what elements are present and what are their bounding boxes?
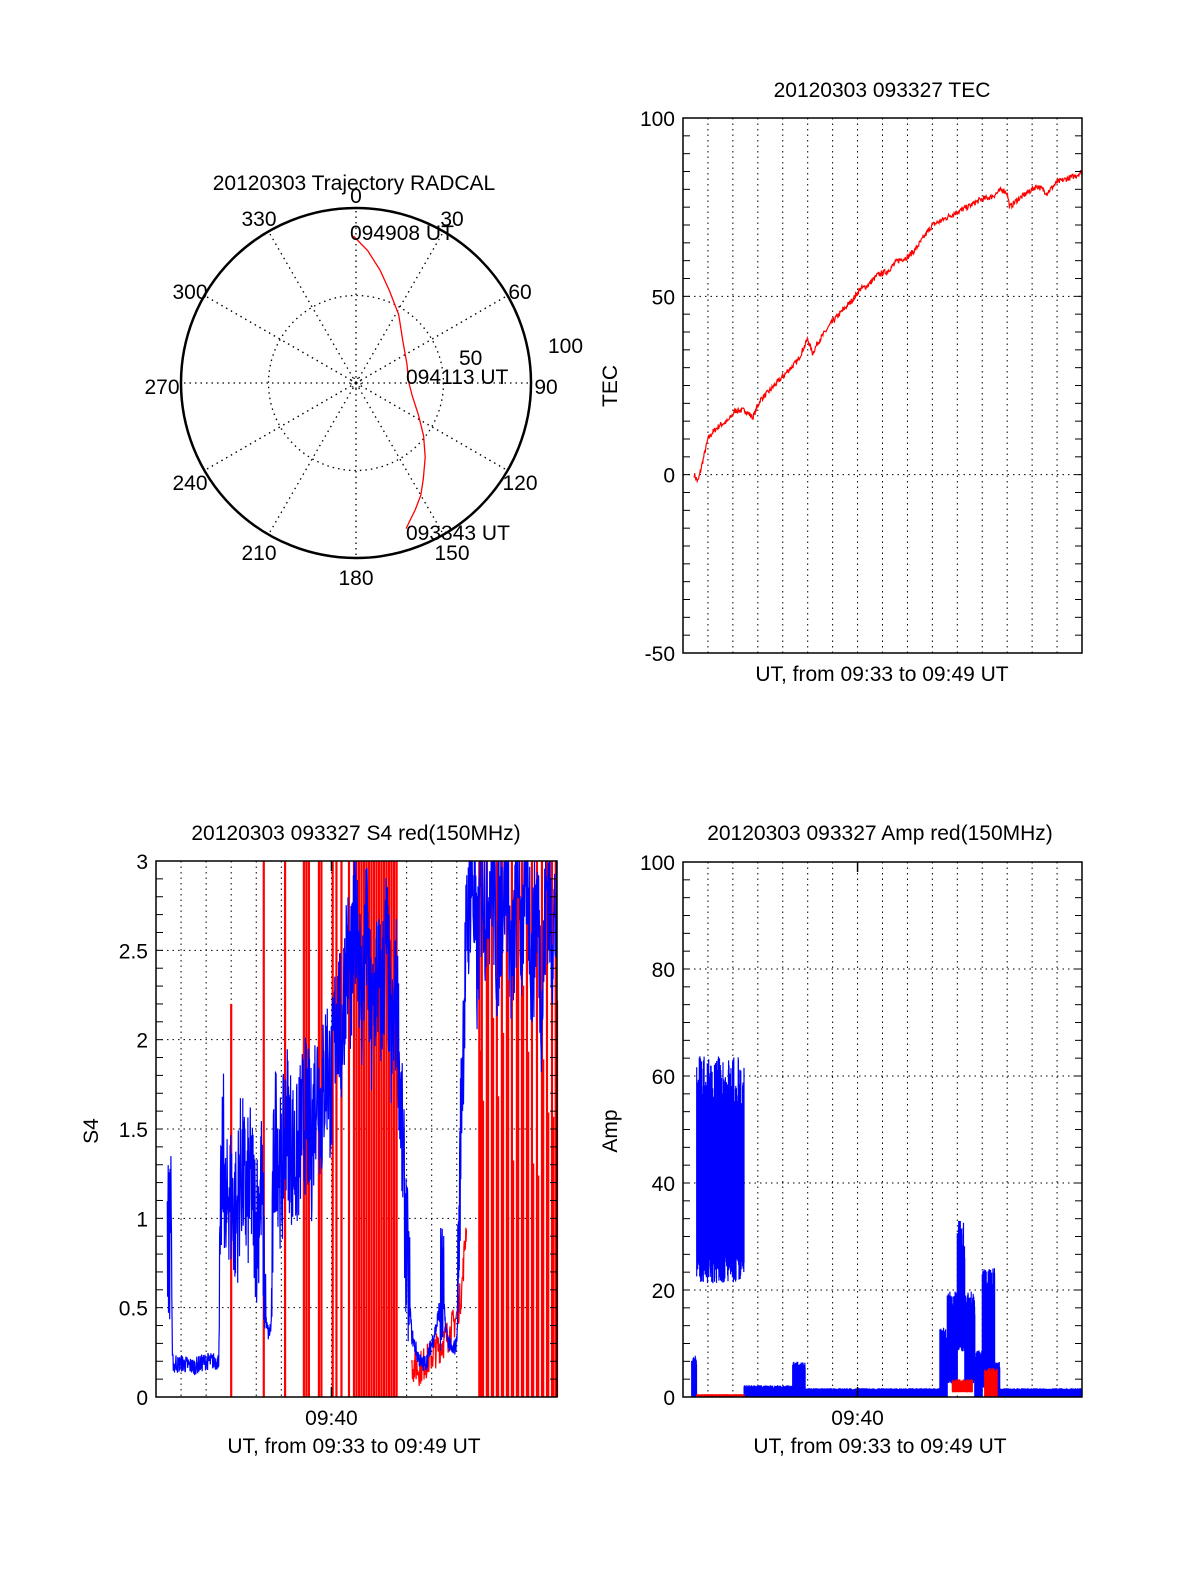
polar-grid <box>181 208 531 558</box>
amp-blue-band <box>696 1056 745 1284</box>
s4-ytick-label: 1 <box>136 1208 148 1231</box>
s4-ytick-label: 2 <box>136 1030 148 1053</box>
polar-angle-label-90: 90 <box>534 376 557 399</box>
s4-yticks: 0 0.5 1 1.5 2 2.5 3 <box>119 851 557 1410</box>
s4-series <box>166 860 559 1397</box>
polar-spoke-210 <box>267 382 357 535</box>
polar-angle-label-240: 240 <box>172 472 207 495</box>
polar-trajectory-line <box>352 235 426 529</box>
amp-ylabel: Amp <box>599 1109 622 1152</box>
amp-plot: 20120303 093327 Amp red(150MHz) 0 20 40 60 8… <box>599 822 1083 1458</box>
polar-annotation-end: 094908 UT <box>350 222 454 245</box>
amp-blue-band <box>956 1220 966 1352</box>
tec-ytick-label: 50 <box>652 286 675 309</box>
amp-blue-band <box>939 1327 948 1397</box>
polar-title: 20120303 Trajectory RADCAL <box>213 172 496 195</box>
polar-plot: 20120303 Trajectory RADCAL 0 30 60 90 120 150… <box>144 172 583 590</box>
tec-ytick-label: 100 <box>640 108 675 131</box>
amp-blue-band <box>691 1355 698 1397</box>
amp-red-band <box>696 1394 745 1397</box>
amp-ytick-label: 0 <box>663 1387 675 1410</box>
polar-spoke-150 <box>355 382 445 535</box>
amp-yticks: 0 20 40 60 80 100 <box>640 852 1082 1410</box>
amp-red-band <box>984 1367 998 1397</box>
polar-angle-label-270: 270 <box>144 376 179 399</box>
amp-blue-band <box>743 1385 794 1397</box>
amp-red-band <box>951 1379 973 1393</box>
amp-blue-band <box>804 1388 941 1397</box>
polar-angle-label-210: 210 <box>241 542 276 565</box>
s4-blue-line <box>166 860 557 1376</box>
polar-spoke-330 <box>267 231 357 384</box>
polar-annotation-start: 093343 UT <box>406 522 510 545</box>
tec-ytick-label: -50 <box>645 643 675 666</box>
s4-xticks: 09:40 <box>305 861 358 1430</box>
amp-series <box>691 1056 1083 1397</box>
amp-blue-band <box>999 1388 1083 1397</box>
polar-angle-label-30: 30 <box>440 208 463 231</box>
amp-title: 20120303 093327 Amp red(150MHz) <box>707 822 1053 845</box>
polar-grid-circle-50 <box>267 294 445 472</box>
tec-xlabel: UT, from 09:33 to 09:49 UT <box>755 663 1008 686</box>
s4-ytick-label: 1.5 <box>119 1119 148 1142</box>
polar-spoke-240 <box>204 382 357 472</box>
polar-radial-label-100: 100 <box>548 335 583 358</box>
polar-angle-label-120: 120 <box>502 472 537 495</box>
polar-angle-label-0: 0 <box>350 185 362 208</box>
tec-ylabel: TEC <box>599 365 622 407</box>
s4-title: 20120303 093327 S4 red(150MHz) <box>191 822 520 845</box>
tec-yticks: -50 0 50 100 <box>640 108 1082 666</box>
amp-blue-band <box>792 1361 806 1397</box>
tec-plot: 20120303 093327 TEC -50 0 50 100 UT, from 0… <box>599 79 1083 686</box>
polar-angle-label-180: 180 <box>338 567 373 590</box>
amp-blue-band <box>946 1291 958 1384</box>
polar-angle-label-300: 300 <box>172 281 207 304</box>
polar-annotation-mid: 094113 UT <box>406 366 509 389</box>
amp-ytick-label: 100 <box>640 852 675 875</box>
amp-ytick-label: 80 <box>652 959 675 982</box>
amp-ytick-label: 40 <box>652 1173 675 1196</box>
polar-angle-label-330: 330 <box>241 208 276 231</box>
amp-xlabel: UT, from 09:33 to 09:49 UT <box>753 1435 1006 1458</box>
amp-blue-band <box>981 1268 996 1388</box>
amp-ytick-label: 60 <box>652 1066 675 1089</box>
polar-center-circle <box>350 377 362 389</box>
polar-angle-label-150: 150 <box>434 542 469 565</box>
amp-ytick-label: 20 <box>652 1280 675 1303</box>
amp-xtick-label: 09:40 <box>831 1407 884 1430</box>
tec-line <box>693 169 1083 484</box>
s4-ytick-label: 2.5 <box>119 940 148 963</box>
polar-spoke-120 <box>355 382 508 472</box>
s4-ytick-label: 0 <box>136 1387 148 1410</box>
amp-blue-band <box>964 1291 976 1384</box>
polar-outer-circle <box>179 206 533 560</box>
polar-radial-label-50: 50 <box>459 347 482 370</box>
s4-xlabel: UT, from 09:33 to 09:49 UT <box>227 1435 480 1458</box>
amp-xticks: 09:40 <box>831 862 884 1430</box>
s4-plot: 20120303 093327 S4 red(150MHz) 0 0.5 1 1.5 2… <box>80 822 559 1458</box>
tec-ytick-label: 0 <box>663 465 675 488</box>
s4-ylabel: S4 <box>80 1118 103 1144</box>
tec-series <box>693 169 1083 484</box>
s4-ytick-label: 0.5 <box>119 1298 148 1321</box>
s4-xtick-label: 09:40 <box>305 1407 358 1430</box>
tec-title: 20120303 093327 TEC <box>774 79 991 102</box>
polar-angle-label-60: 60 <box>508 281 531 304</box>
polar-angle-labels: 0 30 60 90 120 150 180 210 240 270 300 330 <box>144 185 557 590</box>
tec-grid <box>683 118 1082 653</box>
amp-blue-band <box>974 1350 983 1397</box>
s4-ytick-label: 3 <box>136 851 148 874</box>
